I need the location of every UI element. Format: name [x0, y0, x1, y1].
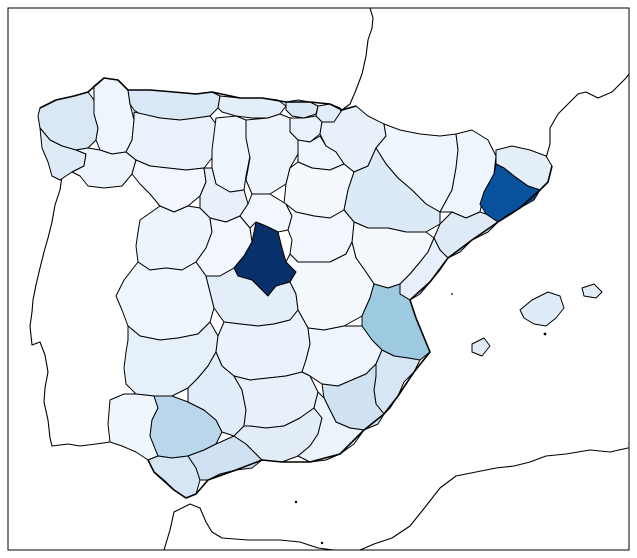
province-malaga[interactable] — [187, 435, 263, 481]
map-border — [7, 7, 630, 551]
province-alicante[interactable] — [373, 349, 421, 415]
province-tarragona[interactable] — [433, 211, 499, 259]
province-almeria[interactable] — [297, 391, 365, 463]
spain-north-coast — [39, 77, 357, 111]
africa-coast — [163, 447, 629, 550]
france-med-coast — [533, 72, 629, 177]
province-ourense[interactable] — [71, 147, 137, 189]
province-caceres[interactable] — [115, 261, 215, 341]
france-coast — [341, 8, 374, 111]
spain-med-coast — [147, 165, 553, 499]
province-murcia[interactable] — [321, 363, 385, 431]
portugal-coast — [29, 175, 111, 447]
islet-dot — [294, 500, 298, 504]
province-zamora[interactable] — [131, 159, 207, 213]
province-soria[interactable] — [283, 161, 355, 219]
islet-dot — [451, 293, 453, 295]
province-palencia[interactable] — [211, 115, 251, 193]
island-mallorca[interactable] — [519, 291, 565, 327]
province-huelva[interactable] — [107, 393, 159, 461]
island-ibiza[interactable] — [471, 337, 491, 357]
island-menorca[interactable] — [581, 283, 603, 299]
province-cantabria[interactable] — [217, 95, 287, 119]
provinces-layer — [37, 77, 603, 499]
islet-dot — [543, 332, 547, 336]
islet-dot — [320, 541, 324, 545]
